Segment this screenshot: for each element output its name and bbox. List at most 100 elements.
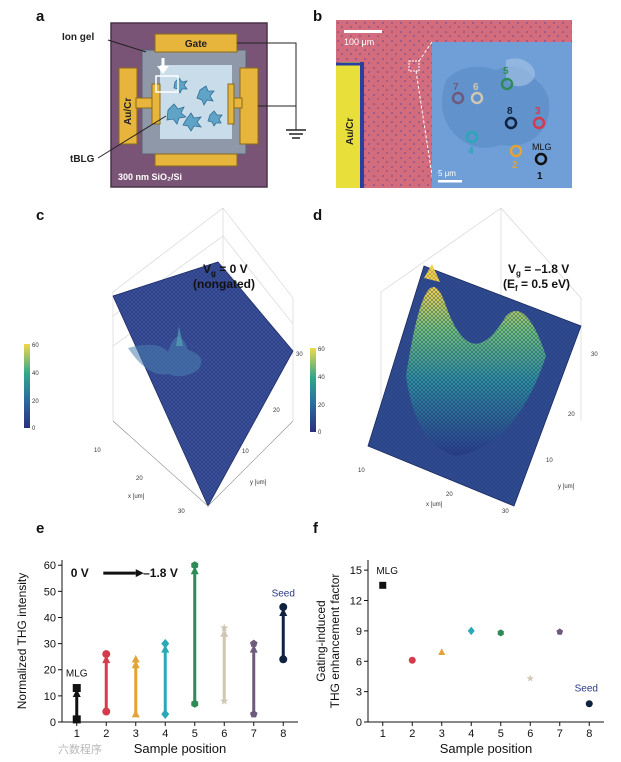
svg-text:40: 40 — [318, 375, 325, 381]
aucr-label-b: Au/Cr — [345, 118, 356, 145]
marker-0v — [220, 696, 229, 705]
svg-text:10: 10 — [242, 449, 249, 455]
marker-gated — [161, 638, 170, 649]
x-tick-label: 3 — [133, 728, 139, 740]
y-tick-label: 0 — [356, 717, 362, 729]
panel-e-label: e — [36, 520, 45, 537]
panel-d-label: d — [313, 207, 323, 224]
marker-0v — [279, 655, 288, 664]
y-tick-label: 10 — [44, 691, 56, 703]
y-axis-label: Gating-induced — [314, 600, 328, 681]
panel-c-label: c — [36, 207, 45, 224]
x-tick-label: 4 — [162, 728, 168, 740]
y-tick-label: 15 — [350, 565, 362, 577]
substrate-label: 300 nm SiO₂/Si — [118, 172, 182, 182]
marker-0v — [102, 707, 111, 716]
enhancement-point — [585, 700, 593, 708]
marker-0v — [161, 709, 170, 719]
svg-text:30: 30 — [502, 509, 509, 515]
svg-text:0: 0 — [32, 426, 36, 432]
x-axis-label: Sample position — [440, 741, 533, 756]
svg-text:20: 20 — [318, 403, 325, 409]
surface-plot-nongated: 60 40 20 0 10 20 30 x [um] 10 20 30 y [u… — [24, 207, 303, 515]
ring-label-5: 5 — [503, 66, 509, 77]
x-tick-label: 5 — [192, 728, 198, 740]
svg-text:(Ef = 0.5 eV): (Ef = 0.5 eV) — [503, 277, 570, 293]
ring-label-3: 3 — [535, 106, 541, 117]
x-tick-label: 6 — [221, 728, 227, 740]
svg-text:10: 10 — [94, 448, 101, 454]
y-axis-label: Normalized THG intensity — [15, 573, 29, 710]
x-tick-label: 3 — [439, 728, 445, 740]
x-tick-label: 6 — [527, 728, 533, 740]
change-arrow-head — [220, 628, 229, 637]
panel-f-label: f — [313, 520, 318, 537]
marker-gated — [220, 623, 229, 632]
marker-gated — [131, 654, 140, 663]
change-arrow-head — [190, 566, 199, 575]
cbar-tick-c: 60 — [32, 343, 39, 349]
legend-arrow-head — [135, 569, 144, 578]
svg-text:20: 20 — [273, 408, 280, 414]
tblg-label: tBLG — [70, 154, 95, 165]
x-tick-label: 2 — [409, 728, 415, 740]
enhancement-point — [408, 656, 416, 664]
ring-label-7: 7 — [453, 82, 459, 93]
mlg-label-f: MLG — [376, 566, 398, 577]
svg-text:30: 30 — [178, 509, 185, 515]
enhancement-point — [379, 581, 387, 589]
svg-text:20: 20 — [446, 492, 453, 498]
change-arrow-head — [72, 689, 81, 698]
xlabel-d: x [um] — [426, 502, 443, 508]
y-tick-label: 60 — [44, 560, 56, 572]
change-arrow-head — [279, 608, 288, 617]
x-tick-label: 7 — [557, 728, 563, 740]
ring-label-8: 8 — [507, 106, 513, 117]
seed-label-e: Seed — [272, 589, 295, 600]
ring-label-6: 6 — [473, 82, 479, 93]
scale-100um: 100 μm — [344, 37, 374, 47]
x-tick-label: 4 — [468, 728, 474, 740]
x-tick-label: 2 — [103, 728, 109, 740]
x-tick-label: 1 — [380, 728, 386, 740]
change-arrow-head — [131, 660, 140, 669]
marker-0v — [131, 709, 140, 718]
iongel-label: Ion gel — [62, 32, 94, 43]
enhancement-point — [497, 629, 504, 637]
svg-text:20: 20 — [32, 399, 39, 405]
marker-gated — [279, 603, 288, 612]
y-axis-label: THG enhancement factor — [328, 574, 342, 709]
marker-gated — [102, 650, 111, 659]
surface-plot-gated: 60 40 20 0 10 20 30 x [um] 10 20 30 y [u… — [310, 207, 598, 515]
panel-a-label: a — [36, 8, 45, 25]
marker-gated — [249, 639, 258, 647]
gate-label: Gate — [185, 39, 208, 50]
x-tick-label: 5 — [498, 728, 504, 740]
marker-gated — [191, 561, 199, 570]
sample-rings — [451, 77, 548, 166]
marker-0v — [191, 699, 199, 708]
svg-text:Vg = 0 V: Vg = 0 V — [203, 262, 248, 278]
scale-5um: 5 μm — [438, 169, 456, 178]
ylabel-c: y [um] — [250, 480, 267, 486]
title-c-line2: (nongated) — [193, 277, 255, 291]
change-arrow-head — [161, 644, 170, 653]
ring-label-2: 2 — [512, 160, 518, 171]
mlg-label-b: MLG — [532, 142, 552, 152]
ring-label-4: 4 — [468, 146, 474, 157]
svg-text:10: 10 — [546, 458, 553, 464]
optical-micrograph: Au/Cr 100 μm 7 6 5 8 3 4 2 1 MLG 5 μm — [336, 20, 572, 188]
legend-to: –1.8 V — [143, 566, 178, 580]
svg-text:10: 10 — [358, 468, 365, 474]
svg-text:40: 40 — [32, 371, 39, 377]
svg-text:30: 30 — [591, 352, 598, 358]
svg-text:20: 20 — [136, 476, 143, 482]
panel-b-label: b — [313, 8, 323, 25]
mlg-label-e: MLG — [66, 668, 88, 679]
svg-text:Vg = –1.8 V: Vg = –1.8 V — [508, 262, 569, 278]
marker-0v — [249, 710, 258, 718]
enhancement-point — [556, 628, 564, 635]
enhancement-point — [467, 626, 475, 636]
change-arrow-head — [249, 644, 258, 653]
